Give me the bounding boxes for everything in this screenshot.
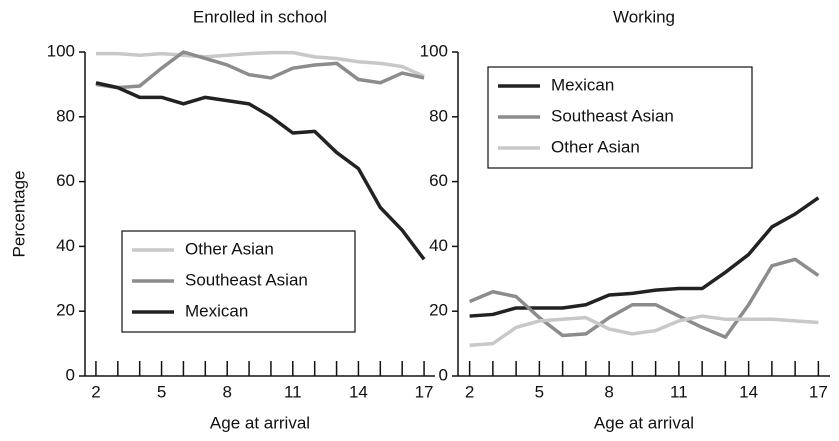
y-tick-label: 80: [56, 106, 75, 125]
y-tick-label: 0: [439, 365, 448, 384]
x-tick-label: 14: [739, 382, 758, 401]
x-tick-label: 14: [349, 382, 368, 401]
y-tick-label: 0: [66, 365, 75, 384]
y-tick-label: 80: [429, 106, 448, 125]
y-tick-label: 20: [56, 301, 75, 320]
y-tick-label: 20: [429, 301, 448, 320]
series-line: [95, 50, 425, 78]
series-line: [469, 314, 819, 347]
x-axis-label: Age at arrival: [210, 413, 310, 432]
x-tick-label: 2: [91, 382, 100, 401]
x-tick-label: 17: [415, 382, 434, 401]
x-tick-label: 5: [535, 382, 544, 401]
series-line: [469, 196, 820, 318]
series-line: [95, 50, 425, 90]
x-tick-label: 8: [222, 382, 231, 401]
chart-title: Enrolled in school: [193, 7, 327, 26]
legend-label: Other Asian: [551, 137, 640, 156]
legend-label: Mexican: [551, 75, 614, 94]
legend-label: Other Asian: [185, 239, 274, 258]
legend-label: Southeast Asian: [185, 270, 308, 289]
x-tick-label: 8: [604, 382, 613, 401]
x-tick-label: 11: [284, 382, 302, 401]
series-line: [468, 257, 820, 339]
x-tick-label: 11: [670, 382, 688, 401]
x-axis-label: Age at arrival: [594, 413, 694, 432]
legend-label: Mexican: [185, 301, 248, 320]
x-tick-label: 2: [465, 382, 474, 401]
y-axis-label: Percentage: [9, 171, 28, 258]
x-tick-label: 17: [809, 382, 828, 401]
y-tick-label: 100: [47, 41, 75, 60]
legend-label: Southeast Asian: [551, 106, 674, 125]
y-tick-label: 100: [420, 41, 448, 60]
y-tick-label: 60: [429, 171, 448, 190]
series-line: [95, 81, 426, 261]
x-tick-label: 5: [157, 382, 166, 401]
y-tick-label: 60: [56, 171, 75, 190]
chart-title: Working: [613, 7, 675, 26]
y-tick-label: 40: [429, 236, 448, 255]
y-tick-label: 40: [56, 236, 75, 255]
